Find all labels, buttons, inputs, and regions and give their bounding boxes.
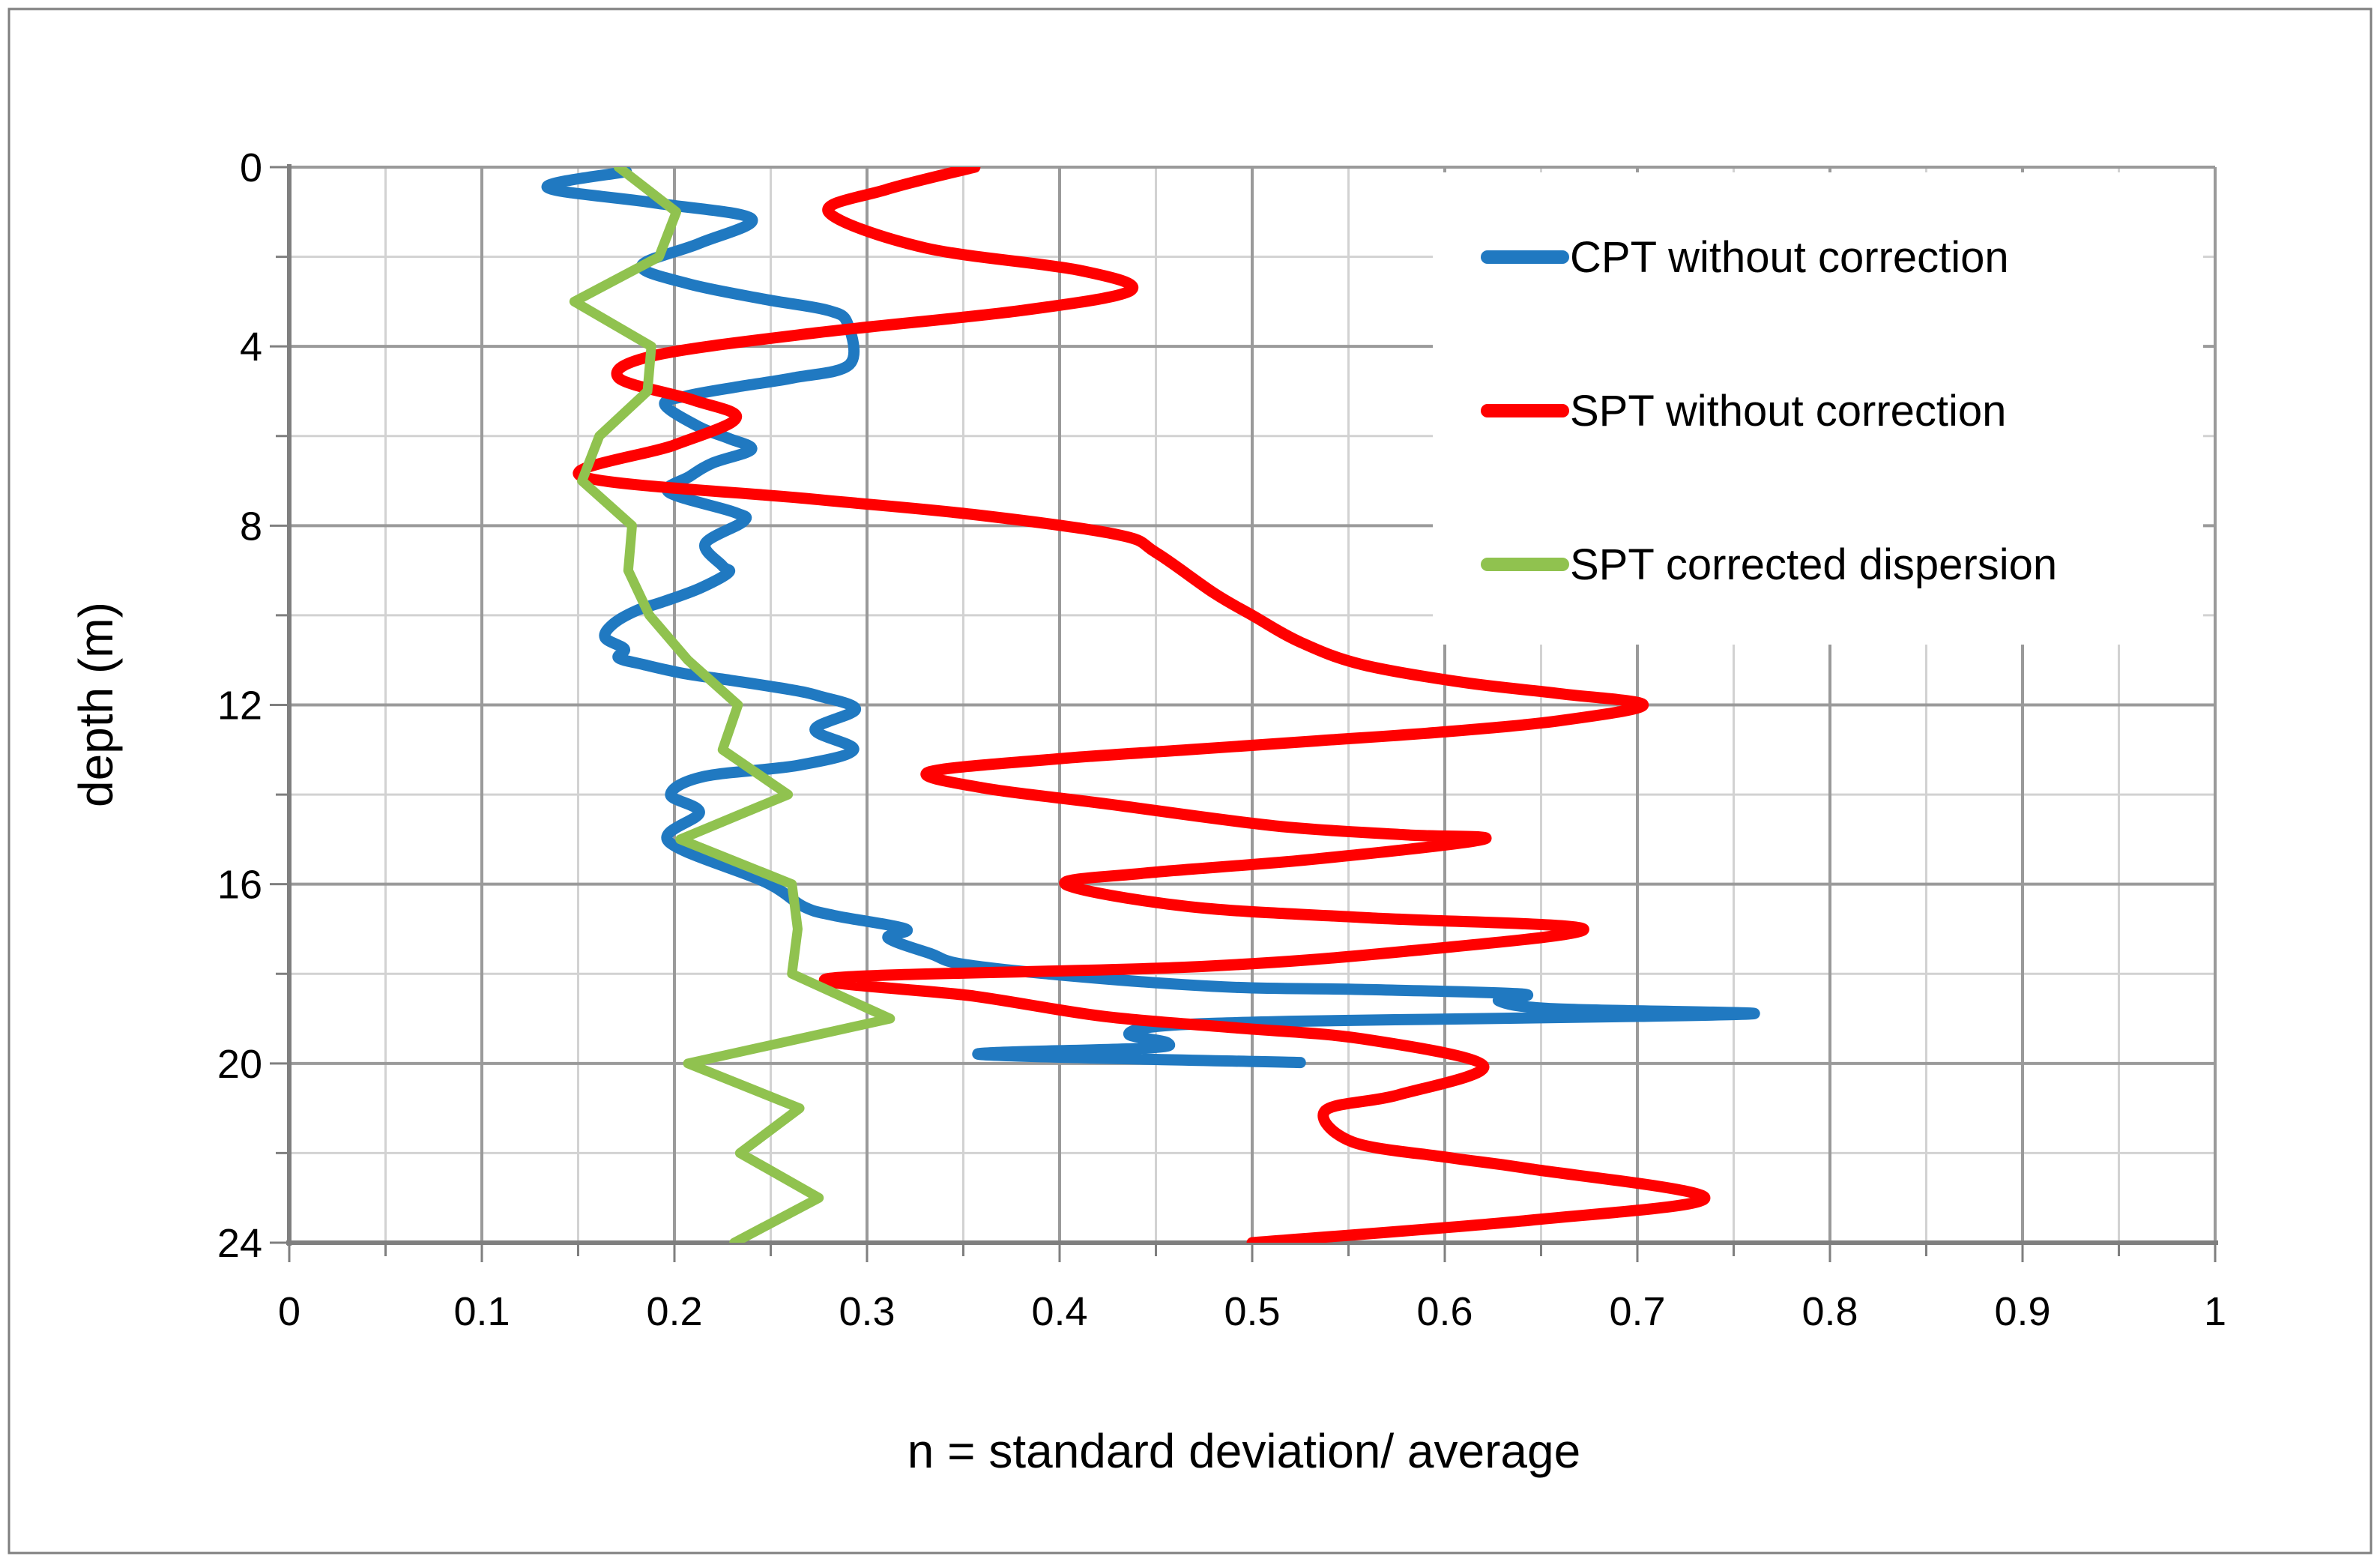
x-tick-label-1: 0.1: [453, 1289, 510, 1334]
series-line-0: [541, 167, 1760, 1069]
x-tick-label-10: 1: [2204, 1289, 2226, 1334]
legend-entry-1: SPT without correction: [1481, 387, 2006, 435]
axis-ticks: [270, 166, 2217, 1262]
x-tick-label-6: 0.6: [1416, 1289, 1473, 1334]
x-tick-label-2: 0.2: [646, 1289, 702, 1334]
y-tick-label-6: 24: [217, 1221, 262, 1266]
x-tick-label-5: 0.5: [1224, 1289, 1280, 1334]
x-tick-label-0: 0: [278, 1289, 300, 1334]
legend-entry-0: CPT without correction: [1481, 233, 2009, 282]
legend-label-1: SPT without correction: [1570, 387, 2006, 435]
series-line-2: [569, 167, 895, 1243]
x-tick-label-4: 0.4: [1031, 1289, 1087, 1334]
legend-label-0: CPT without correction: [1570, 233, 2009, 282]
y-tick-label-1: 4: [240, 325, 262, 370]
y-tick-label-0: 0: [240, 145, 262, 190]
legend: CPT without correction SPT without correc…: [1433, 172, 2203, 645]
y-axis-title: depth (m): [69, 602, 123, 807]
figure-border: [7, 7, 2373, 1555]
legend-label-2: SPT corrected dispersion: [1570, 540, 2057, 589]
y-tick-label-3: 12: [217, 684, 262, 729]
y-tick-labels: 0 4 8 12 16 20 24: [217, 145, 262, 1266]
data-series-group: [541, 167, 1760, 1243]
x-axis-title: n = standard deviation/ average: [907, 1424, 1580, 1478]
x-tick-label-9: 0.9: [1994, 1289, 2050, 1334]
x-tick-label-7: 0.7: [1609, 1289, 1665, 1334]
legend-entry-2: SPT corrected dispersion: [1481, 540, 2057, 589]
series-line-1: [573, 167, 1711, 1243]
x-tick-label-8: 0.8: [1801, 1289, 1858, 1334]
y-tick-label-4: 16: [217, 863, 262, 908]
y-tick-label-2: 8: [240, 504, 262, 549]
x-tick-label-3: 0.3: [839, 1289, 895, 1334]
y-tick-label-5: 20: [217, 1042, 262, 1087]
x-tick-labels: 0 0.1 0.2 0.3 0.4 0.5 0.6 0.7 0.8 0.9 1: [278, 1289, 2226, 1334]
